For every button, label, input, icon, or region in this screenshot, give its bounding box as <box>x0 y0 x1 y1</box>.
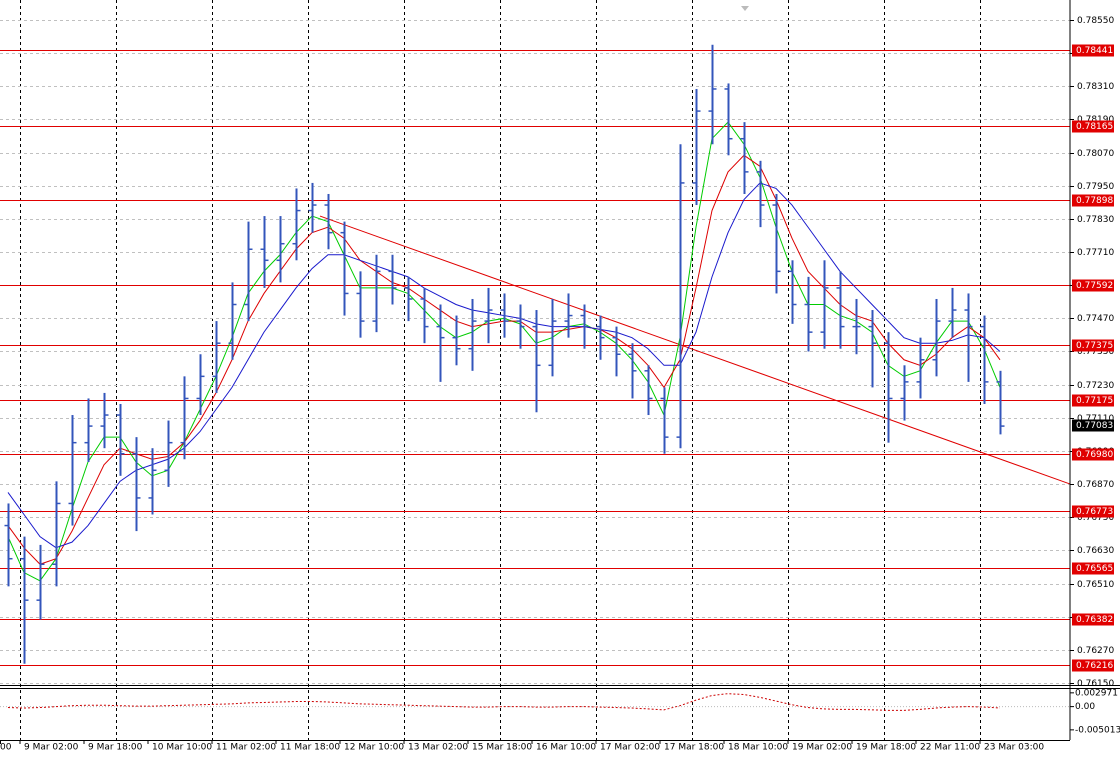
plot-area <box>0 44 1070 666</box>
level-label-box <box>1072 394 1114 407</box>
y-tick-label: 0.78190 <box>1077 115 1114 125</box>
level-label: 0.76382 <box>1076 615 1113 625</box>
x-tick-label: 23 Mar 03:00 <box>984 743 1044 753</box>
y-tick-label: 0.76870 <box>1077 480 1114 490</box>
x-tick-label: 17 Mar 18:00 <box>664 743 724 753</box>
indicator-tick-label: 0.002971 <box>1075 688 1118 698</box>
level-label-box <box>1072 194 1114 207</box>
indicator-line <box>7 693 1001 711</box>
x-tick-label: 00 <box>0 743 12 753</box>
level-label: 0.78441 <box>1076 46 1113 56</box>
level-label: 0.76980 <box>1076 450 1113 460</box>
y-tick-label: 0.77710 <box>1077 248 1114 258</box>
trendline <box>319 215 1070 485</box>
x-tick-label: 19 Mar 18:00 <box>856 743 916 753</box>
level-label: 0.77592 <box>1076 281 1113 291</box>
y-tick-label: 0.76750 <box>1077 513 1114 523</box>
level-label: 0.76773 <box>1076 507 1113 517</box>
x-tick-label: 22 Mar 11:00 <box>920 743 980 753</box>
x-tick-label: 13 Mar 02:00 <box>408 743 468 753</box>
x-tick-label: 18 Mar 10:00 <box>728 743 788 753</box>
y-tick-label: 0.76510 <box>1077 580 1114 590</box>
indicator-tick-label: 0.00 <box>1075 702 1095 712</box>
level-label-box <box>1072 44 1114 57</box>
level-label-box <box>1072 339 1114 352</box>
x-tick-label: 11 Mar 02:00 <box>216 743 276 753</box>
y-tick-label: 0.77830 <box>1077 215 1114 225</box>
y-tick-label: 0.77470 <box>1077 314 1114 324</box>
y-tick-label: 0.77110 <box>1077 414 1114 424</box>
level-label-box <box>1072 562 1114 575</box>
level-label: 0.76565 <box>1076 564 1113 574</box>
level-label: 0.77375 <box>1076 341 1113 351</box>
y-tick-label: 0.76630 <box>1077 546 1114 556</box>
indicator-area <box>0 693 1070 711</box>
level-label-box <box>1072 613 1114 626</box>
x-tick-label: 16 Mar 10:00 <box>536 743 596 753</box>
indicator-tick-label: -0.005013 <box>1075 725 1120 735</box>
x-tick-label: 19 Mar 02:00 <box>792 743 852 753</box>
level-label-box <box>1072 120 1114 133</box>
level-label: 0.78165 <box>1076 122 1113 132</box>
x-tick-label: 17 Mar 02:00 <box>600 743 660 753</box>
level-label-box <box>1072 279 1114 292</box>
y-tick-label: 0.76270 <box>1077 646 1114 656</box>
y-tick-label: 0.77350 <box>1077 347 1114 357</box>
y-tick-label: 0.78550 <box>1077 16 1114 26</box>
x-tick-label: 15 Mar 18:00 <box>472 743 532 753</box>
y-tick-label: 0.76150 <box>1077 679 1114 689</box>
x-tick-label: 9 Mar 02:00 <box>24 743 79 753</box>
current-price-label: 0.77083 <box>1076 421 1113 431</box>
y-tick-label: 0.77230 <box>1077 381 1114 391</box>
level-label: 0.77175 <box>1076 396 1113 406</box>
level-label: 0.76216 <box>1076 661 1113 671</box>
level-label-box <box>1072 505 1114 518</box>
current-price-box <box>1072 419 1114 432</box>
axes: 0.785500.784300.783100.781900.780700.779… <box>0 16 1120 753</box>
level-label-box <box>1072 659 1114 672</box>
x-tick-label: 11 Mar 18:00 <box>280 743 340 753</box>
level-label: 0.77898 <box>1076 196 1113 206</box>
y-tick-label: 0.78310 <box>1077 82 1114 92</box>
x-tick-label: 10 Mar 10:00 <box>152 743 212 753</box>
shift-marker <box>741 6 749 11</box>
level-label-box <box>1072 448 1114 461</box>
y-tick-label: 0.78070 <box>1077 149 1114 159</box>
y-tick-label: 0.77950 <box>1077 182 1114 192</box>
grid <box>0 0 1070 740</box>
x-tick-label: 9 Mar 18:00 <box>88 743 143 753</box>
x-tick-label: 12 Mar 10:00 <box>344 743 404 753</box>
